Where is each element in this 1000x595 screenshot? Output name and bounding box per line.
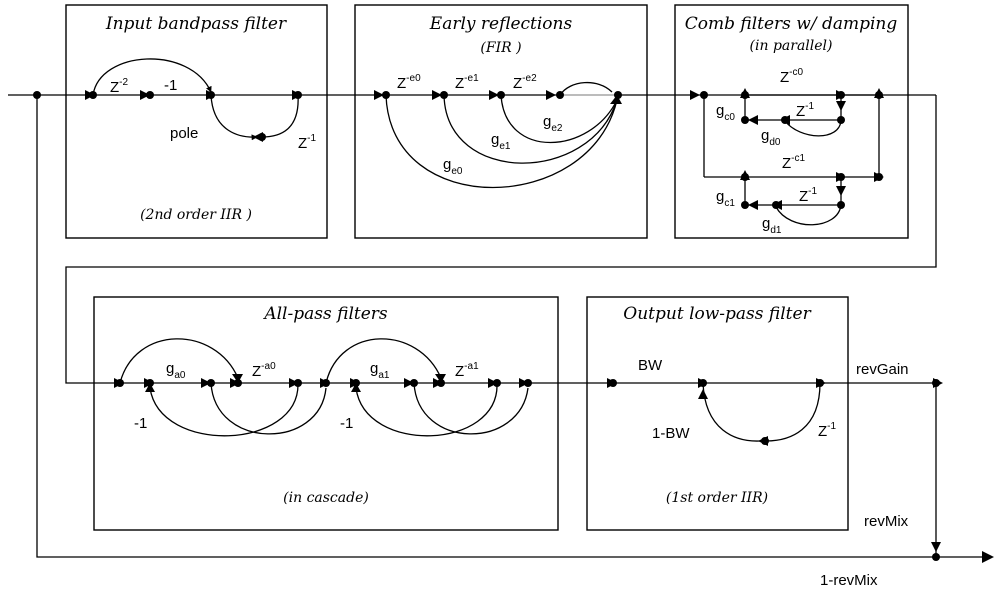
- label-g-a0: ga0: [166, 360, 186, 381]
- label-z-minus1-lowpass: Z-1: [818, 421, 837, 440]
- label-minus1-allpass1: -1: [340, 415, 353, 432]
- allpass-title: All-pass filters: [262, 304, 388, 324]
- early-title: Early reflections: [429, 14, 573, 34]
- label-g-e1: ge1: [491, 131, 511, 152]
- block-input-bandpass-filter: Input bandpass filter (2nd order IIR ): [65, 4, 328, 239]
- lowpass-note: (1st order IIR): [666, 490, 768, 506]
- block-all-pass-filters: All-pass filters (in cascade): [93, 296, 559, 531]
- label-one-minus-rev-mix: 1-revMix: [820, 572, 878, 589]
- early-subtitle: (FIR ): [480, 40, 521, 56]
- lowpass-network: [607, 378, 826, 446]
- label-z-c0: Z-c0: [780, 67, 804, 86]
- label-g-d1: gd1: [762, 215, 782, 236]
- diagram-labels: Z-2 -1 pole Z-1 Z-e0 Z-e1 Z-e2 ge2 ge1 g…: [110, 67, 909, 589]
- label-pole: pole: [170, 125, 198, 142]
- label-g-e0: ge0: [443, 156, 463, 177]
- comb-subtitle: (in parallel): [750, 38, 833, 54]
- bandpass-note: (2nd order IIR ): [140, 207, 252, 223]
- block-output-lowpass-filter: Output low-pass filter (1st order IIR): [586, 296, 849, 531]
- label-g-c0: gc0: [716, 102, 735, 123]
- block-comb-filters: Comb filters w/ damping (in parallel): [674, 4, 909, 239]
- label-rev-gain: revGain: [856, 361, 909, 378]
- label-rev-mix: revMix: [864, 513, 909, 530]
- early-reflections-network: [374, 81, 622, 189]
- label-z-minus1-c1: Z-1: [799, 186, 818, 205]
- label-z-e2: Z-e2: [513, 73, 537, 92]
- label-z-a1: Z-a1: [455, 361, 479, 380]
- output-mix: [33, 91, 994, 563]
- label-g-d0: gd0: [761, 127, 781, 148]
- label-minus1-allpass0: -1: [134, 415, 147, 432]
- comb-network: [690, 88, 884, 226]
- label-z-e1: Z-e1: [455, 73, 479, 92]
- label-g-a1: ga1: [370, 360, 390, 381]
- label-g-c1: gc1: [716, 188, 735, 209]
- label-z-minus1-bandpass: Z-1: [298, 133, 317, 152]
- lowpass-title: Output low-pass filter: [623, 304, 811, 324]
- bandpass-network: [85, 58, 302, 142]
- allpass-note: (in cascade): [283, 490, 369, 506]
- bandpass-title: Input bandpass filter: [105, 14, 287, 34]
- label-bw: BW: [638, 357, 663, 374]
- label-z-minus2: Z-2: [110, 77, 129, 96]
- signal-wires: [8, 94, 985, 558]
- label-g-e2: ge2: [543, 113, 563, 134]
- label-z-a0: Z-a0: [252, 361, 276, 380]
- block-early-reflections: Early reflections (FIR ): [354, 4, 648, 239]
- label-minus1-bandpass: -1: [164, 77, 177, 94]
- label-one-minus-bw: 1-BW: [652, 425, 690, 442]
- label-z-c1: Z-c1: [782, 153, 806, 172]
- label-z-minus1-c0: Z-1: [796, 101, 815, 120]
- label-z-e0: Z-e0: [397, 73, 421, 92]
- allpass-network: [114, 338, 532, 437]
- comb-title: Comb filters w/ damping: [685, 14, 898, 34]
